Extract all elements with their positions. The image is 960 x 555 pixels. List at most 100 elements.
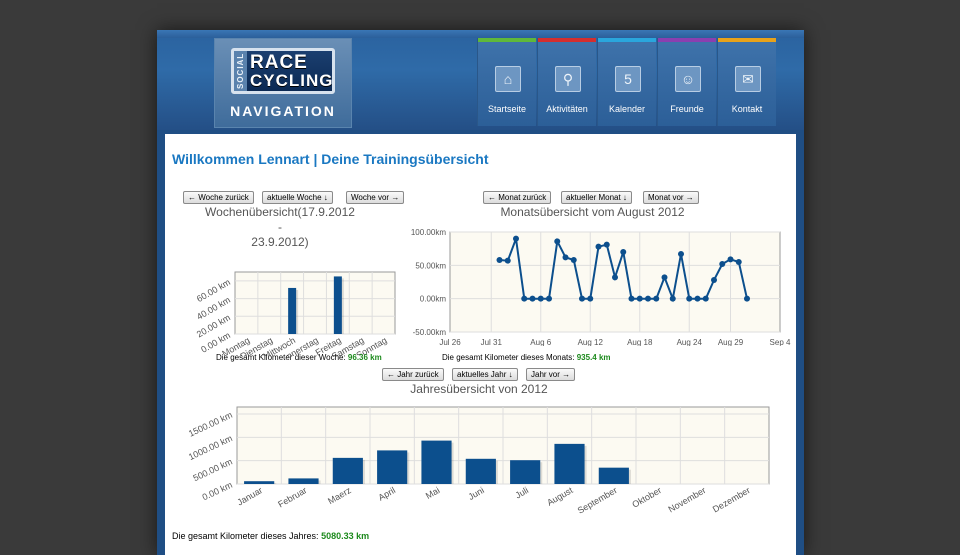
nav-item-label: Kontakt <box>731 104 763 114</box>
bar <box>333 276 342 334</box>
data-point <box>612 274 618 281</box>
data-point <box>628 295 635 302</box>
nav-item-label: Aktivitäten <box>546 104 588 114</box>
nav-color-bar <box>598 38 656 42</box>
nav-item-label: Startseite <box>487 104 527 114</box>
month-total-value: 935.4 km <box>576 353 611 362</box>
logo-cycling-text: CYCLING <box>250 71 334 90</box>
nav-color-bar <box>718 38 776 42</box>
plot-area <box>234 271 396 335</box>
data-point <box>678 251 684 257</box>
month-chart: Jul 26 Jul 31 Aug 6 Aug 12 Aug 18 Aug 24 Aug 2… <box>411 228 791 346</box>
bar <box>510 460 541 484</box>
nav-color-bar <box>538 38 596 42</box>
data-point <box>513 235 519 242</box>
data-point <box>669 295 676 302</box>
logo: SOCIAL RACE CYCLING <box>231 48 335 94</box>
year-total-value: 5080.33 km <box>321 531 370 541</box>
year-current-button[interactable]: aktuelles Jahr ↓ <box>452 368 518 381</box>
data-point <box>554 238 561 245</box>
month-forward-button[interactable]: Monat vor → <box>643 191 699 204</box>
data-point <box>694 295 701 302</box>
x-tick-label: Januar <box>235 485 264 507</box>
bar <box>288 287 297 334</box>
data-point <box>661 274 668 281</box>
x-tick-label: Aug 18 <box>627 338 653 346</box>
year-forward-button[interactable]: Jahr vor → <box>526 368 576 381</box>
x-tick-label: April <box>377 485 398 503</box>
week-forward-button[interactable]: Woche vor → <box>346 191 405 204</box>
logo-panel[interactable]: SOCIAL RACE CYCLING NAVIGATION <box>214 38 352 128</box>
month-back-button[interactable]: ← Monat zurück <box>483 191 552 204</box>
bar <box>554 443 585 484</box>
x-tick-label: Maerz <box>326 485 353 506</box>
x-tick-label: Juni <box>467 485 486 502</box>
x-tick-label: Juli <box>513 485 530 500</box>
nav-item-startseite[interactable]: ⌂ Startseite <box>477 38 536 126</box>
y-tick-label: 100.00km <box>411 228 446 237</box>
bicycle-icon: ⚲ <box>555 66 581 92</box>
data-point <box>727 256 734 263</box>
y-tick-label: 500.00 km <box>192 456 234 483</box>
data-point <box>686 295 693 302</box>
data-point <box>645 295 651 302</box>
month-total-label: Die gesamt Kilometer dieses Monats: <box>442 353 575 362</box>
header: SOCIAL RACE CYCLING NAVIGATION ⌂ Startsei… <box>157 30 804 130</box>
bar <box>377 450 408 484</box>
x-tick-label: Aug 6 <box>530 338 551 346</box>
data-point <box>579 295 585 302</box>
nav-color-bar <box>658 38 716 42</box>
data-point <box>496 257 503 263</box>
x-tick-label: Sep 4 <box>770 338 791 346</box>
data-point <box>735 259 742 265</box>
bar <box>332 457 363 484</box>
x-tick-label: Dezember <box>711 485 752 514</box>
data-point <box>636 295 643 302</box>
week-total-label: Die gesamt Kilometer dieser Woche: <box>216 353 346 362</box>
data-point <box>711 277 717 283</box>
friends-icon: ☺ <box>675 66 701 92</box>
x-tick-label: Jul 31 <box>481 338 503 346</box>
mail-icon: ✉ <box>735 66 761 92</box>
bar <box>288 478 319 484</box>
x-tick-label: Oktober <box>630 485 663 510</box>
nav-item-label: Freunde <box>670 104 704 114</box>
x-tick-label: September <box>576 485 619 516</box>
page-frame: SOCIAL RACE CYCLING NAVIGATION ⌂ Startsei… <box>157 30 804 555</box>
bar <box>421 440 452 484</box>
data-point <box>653 295 660 302</box>
nav-item-aktivitäten[interactable]: ⚲ Aktivitäten <box>537 38 596 126</box>
plot-area <box>449 231 781 333</box>
x-tick-label: Jul 26 <box>439 338 461 346</box>
data-point <box>744 295 750 302</box>
data-point <box>595 243 602 250</box>
nav-item-kontakt[interactable]: ✉ Kontakt <box>717 38 776 126</box>
data-point <box>719 261 726 267</box>
data-point <box>702 295 709 302</box>
x-tick-label: Aug 24 <box>677 338 703 346</box>
month-current-button[interactable]: aktueller Monat ↓ <box>561 191 632 204</box>
data-point <box>587 295 594 302</box>
week-chart-title-line2: 23.9.2012) <box>251 235 309 249</box>
header-strip <box>157 30 804 38</box>
week-current-button[interactable]: aktuelle Woche ↓ <box>262 191 333 204</box>
nav-item-freunde[interactable]: ☺ Freunde <box>657 38 716 126</box>
year-total: Die gesamt Kilometer dieses Jahres: 5080… <box>172 531 369 541</box>
week-back-button[interactable]: ← Woche zurück <box>183 191 254 204</box>
home-icon: ⌂ <box>495 66 521 92</box>
week-chart-title: Wochenübersicht(17.9.2012 - 23.9.2012) <box>205 205 355 250</box>
x-tick-label: August <box>545 485 575 508</box>
x-tick-label: November <box>667 485 708 514</box>
data-point <box>546 295 552 302</box>
data-point <box>562 254 569 261</box>
page-title: Willkommen Lennart | Deine Trainingsüber… <box>172 151 489 167</box>
week-total: Die gesamt Kilometer dieser Woche: 96.36… <box>216 353 382 362</box>
bar <box>598 467 629 484</box>
x-tick-label: Aug 12 <box>578 338 604 346</box>
y-tick-label: -50.00km <box>413 328 447 337</box>
year-total-label: Die gesamt Kilometer dieses Jahres: <box>172 531 319 541</box>
year-back-button[interactable]: ← Jahr zurück <box>382 368 444 381</box>
y-tick-label: 50.00km <box>415 261 446 270</box>
nav-item-kalender[interactable]: 5 Kalender <box>597 38 656 126</box>
